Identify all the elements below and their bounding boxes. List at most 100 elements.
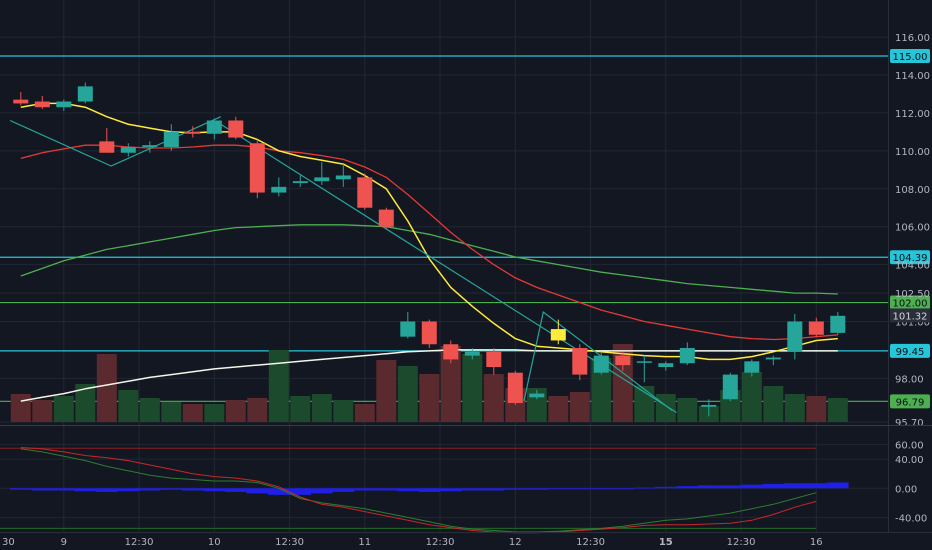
volume-bar xyxy=(290,396,311,422)
volume-bar xyxy=(827,398,848,422)
level-price-tag xyxy=(890,394,930,409)
candle-body xyxy=(249,143,265,193)
volume-bar xyxy=(462,354,483,422)
osc-histogram-bar xyxy=(10,488,32,490)
volume-bar xyxy=(440,346,461,422)
volume-bar xyxy=(397,366,418,422)
candle-body xyxy=(744,361,760,373)
osc-histogram-bar xyxy=(332,488,355,492)
candle-body xyxy=(486,351,502,368)
candle-body xyxy=(357,177,373,208)
level-price-tag xyxy=(890,295,930,310)
volume-bar xyxy=(763,386,784,422)
osc-histogram-bar xyxy=(246,488,269,494)
time-tick-label: 10 xyxy=(208,537,221,548)
osc-histogram-bar xyxy=(74,488,97,492)
time-tick-label: 12:30 xyxy=(426,537,455,548)
osc-histogram-bar xyxy=(741,484,763,489)
osc-histogram-bar xyxy=(117,488,140,492)
time-tick-label: 12:30 xyxy=(576,537,605,548)
volume-bar xyxy=(204,404,225,422)
candle-body xyxy=(228,120,244,138)
volume-bar xyxy=(182,404,203,422)
candle-body xyxy=(529,393,545,398)
candle-body xyxy=(722,374,738,400)
volume-bars xyxy=(10,344,848,422)
candle-body xyxy=(271,186,287,193)
time-tick-label: 12:30 xyxy=(727,537,756,548)
candle-body xyxy=(142,145,158,148)
volume-bar xyxy=(483,374,504,422)
osc-histogram-bar xyxy=(805,483,828,489)
candle-body xyxy=(292,181,308,184)
candle-body xyxy=(572,348,588,375)
long-ma-line xyxy=(20,349,838,402)
candle-body xyxy=(400,321,416,337)
price-tick-label: 98.00 xyxy=(895,374,924,385)
candle-body xyxy=(34,101,50,108)
candle-body xyxy=(550,329,566,341)
volume-bar xyxy=(311,394,332,422)
osc-histogram-bar xyxy=(160,488,183,490)
volume-bar xyxy=(75,384,96,422)
osc-histogram-bar xyxy=(96,488,118,492)
osc-histogram-bar xyxy=(569,488,591,490)
candle-body xyxy=(679,348,695,364)
candle-body xyxy=(701,404,717,407)
osc-histogram-bar xyxy=(139,488,161,491)
price-tick-label: 95.70 xyxy=(895,418,924,429)
volume-bar xyxy=(655,394,676,422)
moving-averages xyxy=(20,102,838,402)
price-tick-label: 101.00 xyxy=(895,318,930,329)
osc-histogram-bar xyxy=(762,483,785,489)
time-tick-label: 16 xyxy=(810,537,823,548)
candle-body xyxy=(13,99,29,104)
volume-bar xyxy=(354,404,375,422)
volume-bar xyxy=(677,398,698,422)
volume-bar xyxy=(376,360,397,422)
volume-bar xyxy=(139,398,160,422)
trendline xyxy=(9,116,222,167)
volume-bar xyxy=(118,390,139,422)
candle-body xyxy=(464,351,480,356)
osc-histogram-bar xyxy=(311,488,333,494)
candle-body xyxy=(830,315,846,333)
volume-bar xyxy=(784,394,805,422)
candle-body xyxy=(658,363,674,368)
candle-body xyxy=(765,357,781,360)
time-tick-label: 30 xyxy=(2,537,15,548)
level-price-tag xyxy=(890,250,930,265)
volume-bar xyxy=(634,386,655,422)
osc-tick-label: -40.00 xyxy=(895,513,927,524)
candle-body xyxy=(314,177,330,182)
osc-histogram-bar xyxy=(547,488,570,490)
time-tick-label: 12:30 xyxy=(275,537,304,548)
osc-histogram-bar xyxy=(784,483,806,489)
osc-histogram-bar xyxy=(354,488,376,491)
price-tick-label: 108.00 xyxy=(895,185,930,196)
candle-body xyxy=(206,120,222,134)
volume-bar xyxy=(591,358,612,422)
candle-body xyxy=(120,147,136,153)
candle-body xyxy=(787,321,803,352)
level-price-label: 102.00 xyxy=(893,299,928,310)
osc-histogram-bar xyxy=(504,488,527,490)
candle-body xyxy=(77,86,93,102)
candle-body xyxy=(378,209,394,227)
osc-histogram-bar xyxy=(698,485,720,489)
last-price-label: 101.32 xyxy=(893,311,928,322)
price-tick-label: 110.00 xyxy=(895,147,930,158)
level-price-tag xyxy=(890,49,930,64)
last-price-tag xyxy=(890,308,930,323)
volume-bar xyxy=(161,402,182,422)
volume-bar xyxy=(96,354,117,422)
osc-histogram-bar xyxy=(203,488,226,492)
price-tick-label: 106.00 xyxy=(895,223,930,234)
price-tick-label: 114.00 xyxy=(895,71,930,82)
volume-bar xyxy=(741,372,762,422)
osc-tick-label: 60.00 xyxy=(895,441,924,452)
osc-signal-line xyxy=(20,448,817,533)
candle-body xyxy=(185,131,201,134)
